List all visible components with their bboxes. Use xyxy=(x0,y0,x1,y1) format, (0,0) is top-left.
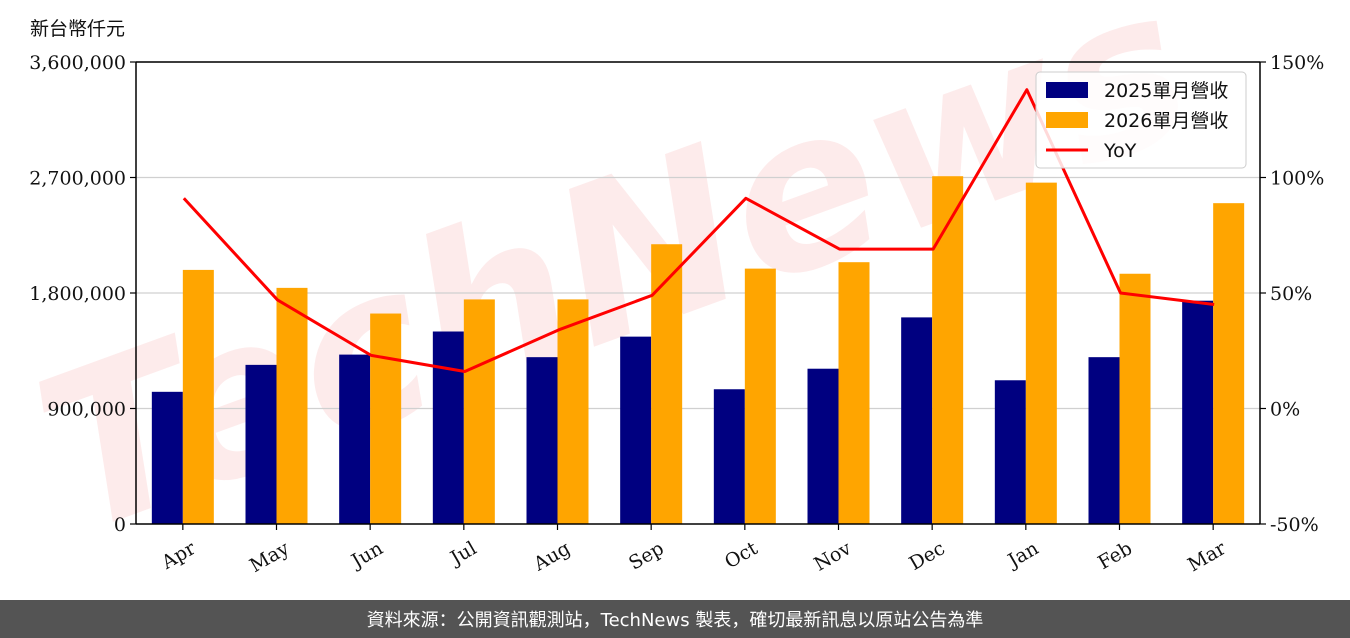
y-tick-label: 900,000 xyxy=(47,399,126,421)
x-tick-label-jun: Jun xyxy=(346,537,387,573)
bar-2025-sep xyxy=(620,336,652,524)
x-tick-label-nov: Nov xyxy=(810,537,855,576)
bar-2026-mar xyxy=(1213,203,1245,524)
bar-2026-feb xyxy=(1119,273,1151,524)
legend: 2025單月營收 2026單月營收 YoY xyxy=(1035,71,1247,169)
bar-2025-jan xyxy=(994,380,1026,524)
y2-tick-label: 0% xyxy=(1270,399,1300,421)
bar-2026-apr xyxy=(182,269,214,524)
legend-label-2: YoY xyxy=(1103,140,1137,162)
bar-2026-jun xyxy=(370,313,402,524)
y2-tick-label: 150% xyxy=(1270,52,1324,74)
x-tick-label-sep: Sep xyxy=(625,537,668,574)
bar-2026-jan xyxy=(1025,182,1057,524)
legend-box xyxy=(1035,71,1247,169)
bar-2025-aug xyxy=(526,357,558,524)
x-tick-label-jul: Jul xyxy=(445,537,480,570)
y-tick-label: 2,700,000 xyxy=(29,168,126,190)
bar-2025-nov xyxy=(807,368,839,524)
bar-2025-dec xyxy=(901,317,933,524)
legend-swatch-1 xyxy=(1046,112,1088,128)
bar-2025-mar xyxy=(1182,300,1214,524)
y2-tick-label: -50% xyxy=(1270,514,1319,536)
bar-2025-feb xyxy=(1088,357,1120,524)
x-tick-label-mar: Mar xyxy=(1184,537,1230,576)
y-tick-label: 3,600,000 xyxy=(29,52,126,74)
bar-2026-sep xyxy=(651,244,683,524)
bar-2025-jul xyxy=(432,331,464,524)
x-tick-label-oct: Oct xyxy=(721,537,762,573)
legend-label-1: 2026單月營收 xyxy=(1104,110,1228,132)
bars-layer xyxy=(151,176,1245,524)
x-tick-label-may: May xyxy=(246,537,293,577)
bar-2025-apr xyxy=(151,391,183,524)
footer-text: 資料來源：公開資訊觀測站，TechNews 製表，確切最新訊息以原站公告為準 xyxy=(366,610,984,631)
bar-2025-may xyxy=(245,364,277,524)
bar-2026-nov xyxy=(838,262,870,524)
bar-2026-may xyxy=(276,287,308,524)
y2-tick-label: 100% xyxy=(1270,168,1324,190)
revenue-chart: TechNews 0900,0001,800,0002,700,0003,600… xyxy=(9,0,1324,583)
bar-2026-jul xyxy=(463,299,495,524)
x-tick-label-jan: Jan xyxy=(1003,537,1043,573)
y-tick-label: 0 xyxy=(114,514,126,536)
y2-tick-label: 50% xyxy=(1270,283,1312,305)
legend-label-0: 2025單月營收 xyxy=(1104,80,1228,102)
x-tick-label-aug: Aug xyxy=(529,537,574,576)
bar-2026-oct xyxy=(744,268,776,524)
y-tick-label: 1,800,000 xyxy=(29,283,126,305)
x-tick-label-dec: Dec xyxy=(906,537,949,575)
x-tick-label-feb: Feb xyxy=(1094,537,1136,574)
bar-2025-oct xyxy=(713,389,745,524)
bar-2026-dec xyxy=(932,176,964,524)
bar-2025-jun xyxy=(339,354,371,524)
bar-2026-aug xyxy=(557,299,589,524)
source-footer: 資料來源：公開資訊觀測站，TechNews 製表，確切最新訊息以原站公告為準 xyxy=(0,600,1350,638)
y-axis-unit-label: 新台幣仟元 xyxy=(30,18,126,40)
legend-swatch-0 xyxy=(1046,82,1088,98)
